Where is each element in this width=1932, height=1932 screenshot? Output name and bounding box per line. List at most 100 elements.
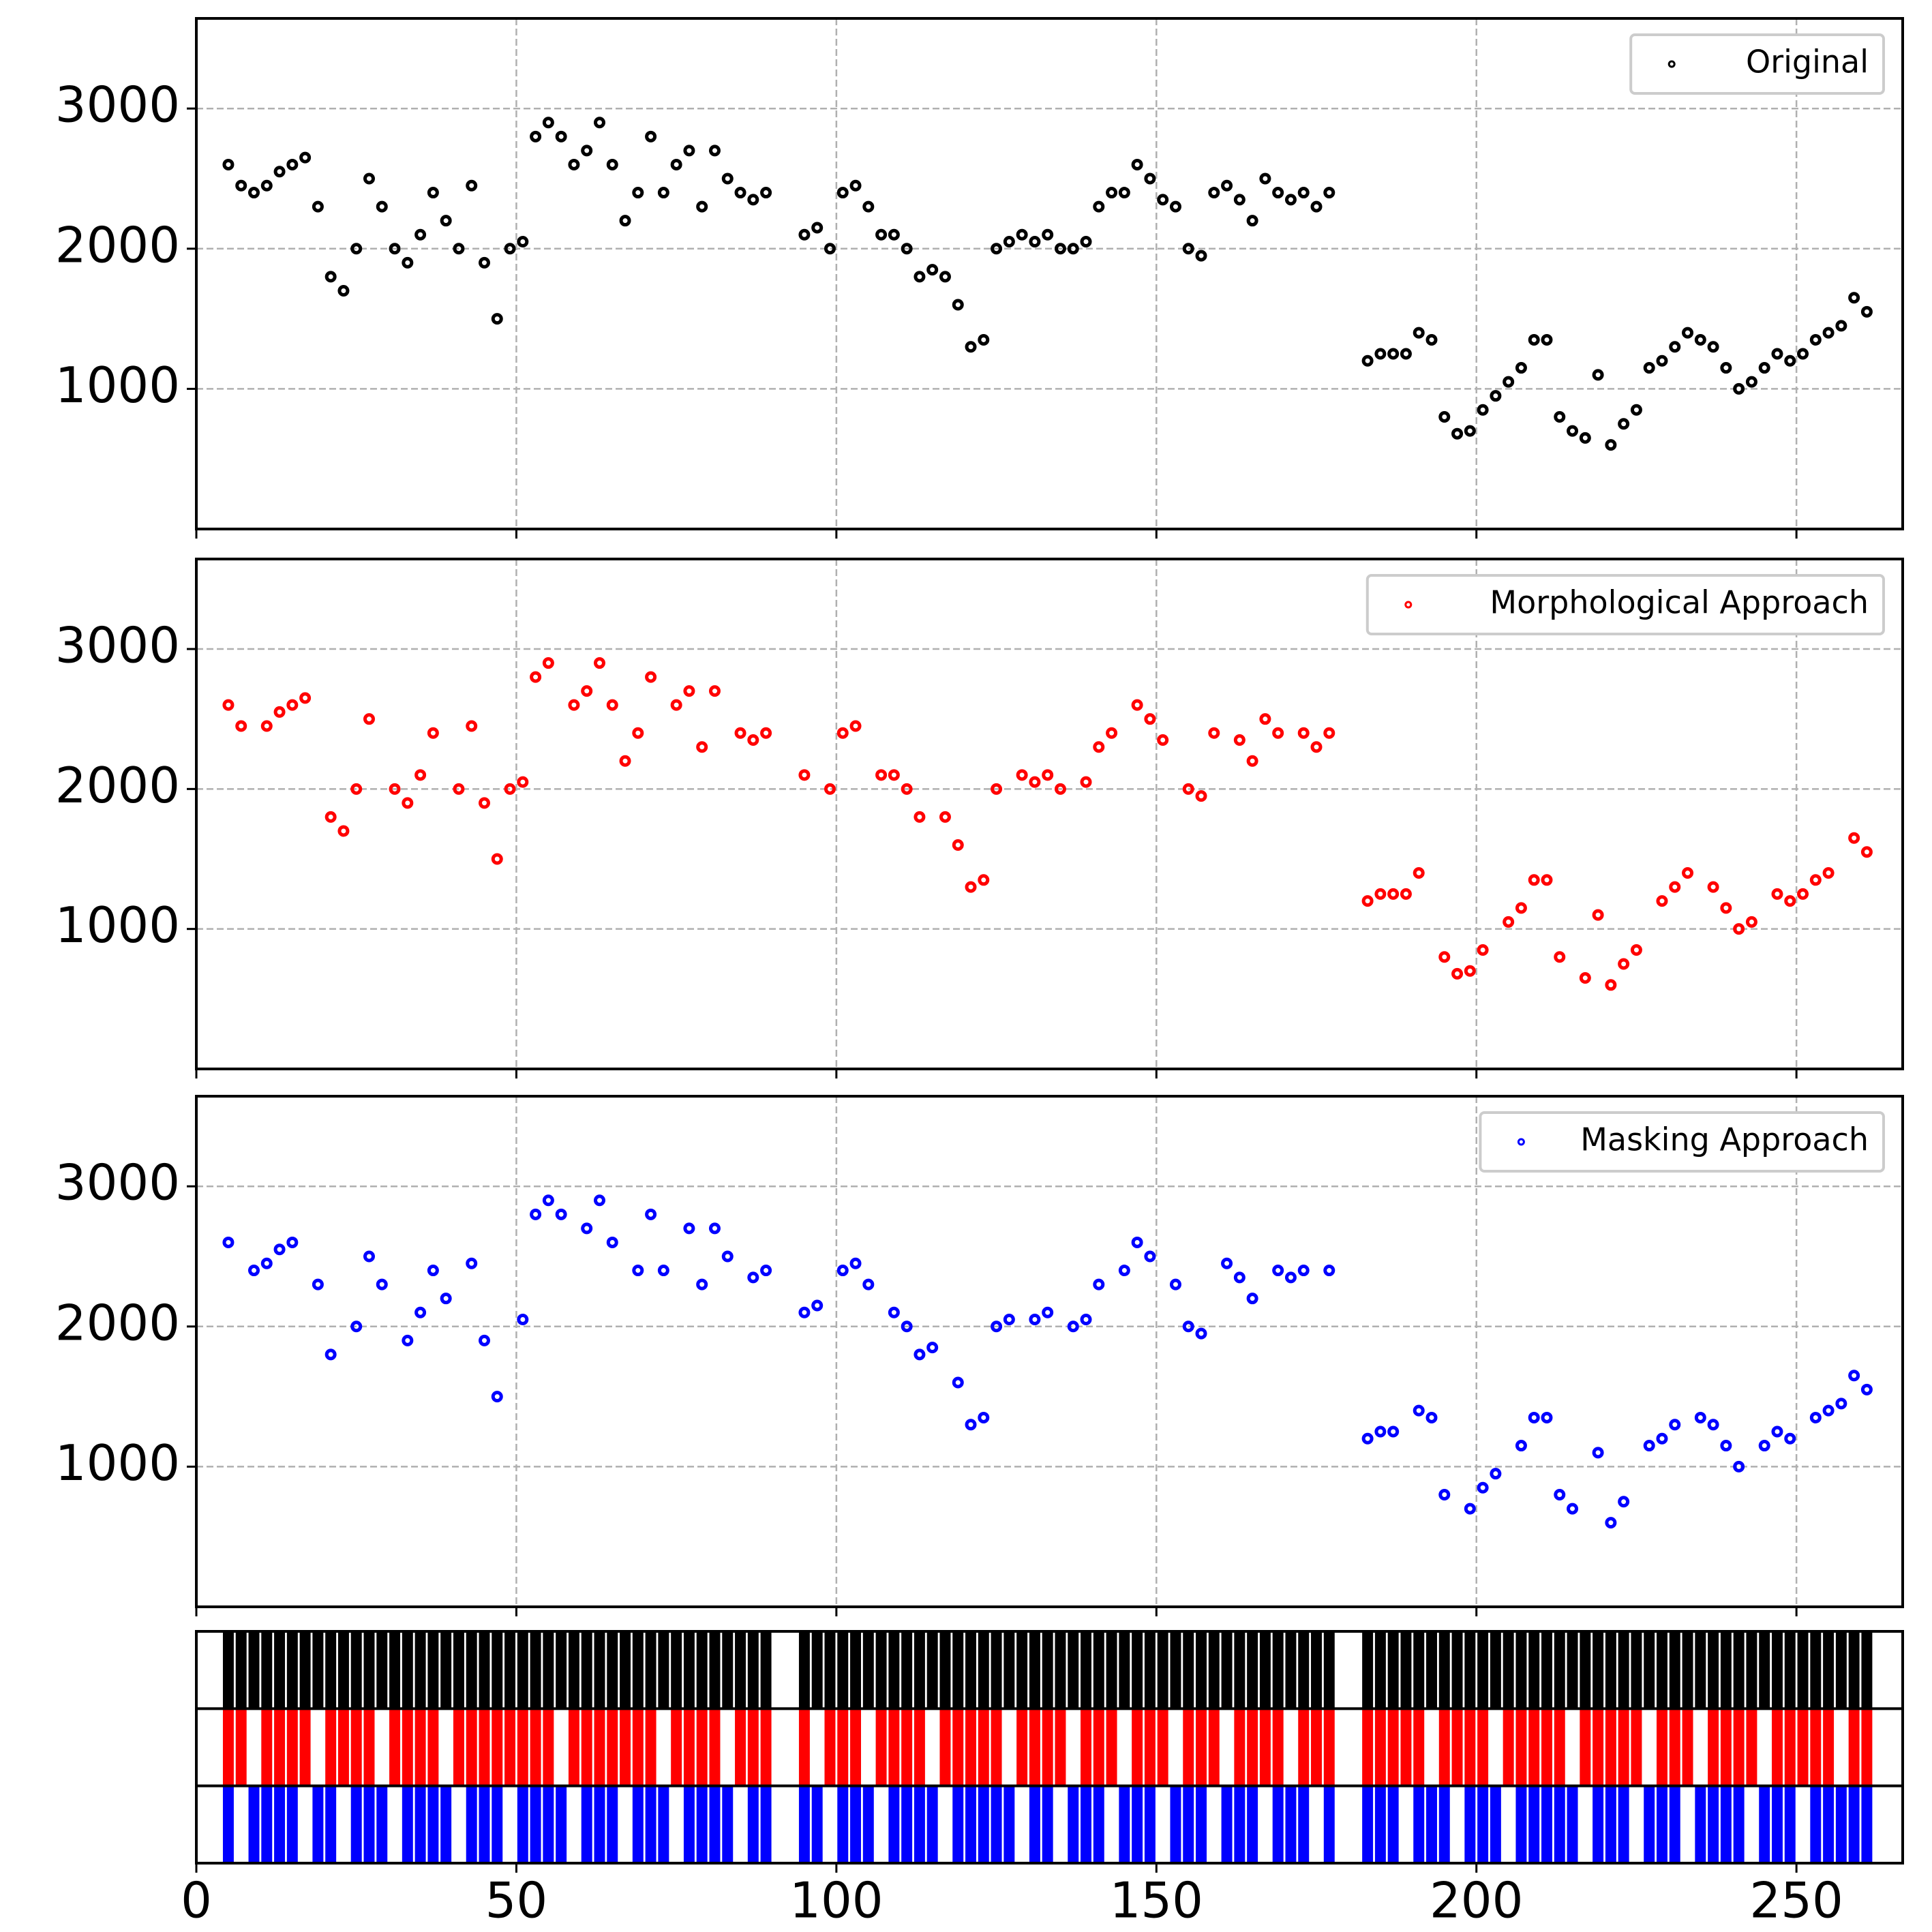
point — [1477, 1481, 1489, 1494]
point — [1016, 769, 1028, 781]
presence-bar — [261, 1708, 273, 1786]
presence-bar — [1323, 1708, 1335, 1786]
presence-bar — [1387, 1785, 1399, 1863]
point — [568, 158, 580, 170]
presence-bar — [1298, 1785, 1310, 1863]
point — [696, 741, 708, 753]
presence-bar — [543, 1708, 554, 1786]
point — [1118, 1265, 1130, 1277]
presence-bar — [1861, 1631, 1873, 1709]
point — [606, 699, 618, 711]
point — [1425, 333, 1438, 346]
point — [888, 769, 900, 781]
point — [991, 783, 1003, 795]
presence-bar — [1068, 1785, 1079, 1863]
presence-bar — [1797, 1631, 1809, 1709]
point — [708, 145, 721, 157]
point — [273, 166, 286, 178]
presence-bar — [492, 1631, 503, 1709]
presence-bar — [965, 1631, 977, 1709]
presence-bar — [1848, 1785, 1860, 1863]
presence-bar — [837, 1708, 849, 1786]
presence-bar — [1720, 1631, 1732, 1709]
presence-bar — [1784, 1785, 1796, 1863]
point — [1515, 362, 1527, 374]
point — [1131, 699, 1143, 711]
presence-bar — [376, 1785, 388, 1863]
presence-bar — [824, 1631, 836, 1709]
point — [299, 151, 312, 164]
presence-bar — [1119, 1631, 1130, 1709]
presence-bar — [1618, 1785, 1629, 1863]
presence-bar — [286, 1631, 298, 1709]
point — [1605, 439, 1617, 451]
point — [888, 228, 900, 241]
presence-bar — [1055, 1631, 1066, 1709]
presence-bar — [747, 1631, 759, 1709]
plot-frame — [195, 1095, 1904, 1608]
point — [1387, 348, 1400, 360]
point — [581, 145, 593, 157]
point — [1707, 881, 1719, 893]
presence-bar — [1426, 1631, 1437, 1709]
presence-bar — [222, 1631, 234, 1709]
presence-bar — [581, 1785, 592, 1863]
point — [1195, 790, 1207, 802]
presence-bar — [466, 1708, 477, 1786]
presence-bar — [888, 1785, 900, 1863]
legend-box — [1365, 574, 1886, 635]
point — [670, 699, 682, 711]
point — [324, 811, 337, 823]
presence-bar — [683, 1631, 695, 1709]
point — [1387, 888, 1400, 900]
presence-bar — [402, 1785, 413, 1863]
point — [1221, 179, 1233, 192]
point — [402, 797, 414, 809]
point — [1246, 755, 1258, 767]
presence-bar — [543, 1785, 554, 1863]
point — [530, 671, 542, 683]
point — [530, 130, 542, 142]
presence-bar — [1323, 1785, 1335, 1863]
presence-bar — [414, 1785, 426, 1863]
point — [1720, 902, 1732, 914]
point — [747, 194, 759, 206]
presence-bar — [1003, 1785, 1015, 1863]
presence-bar — [350, 1785, 362, 1863]
presence-bar — [1451, 1708, 1463, 1786]
point — [1016, 228, 1028, 241]
presence-bar — [1708, 1631, 1719, 1709]
point — [836, 187, 849, 199]
presence-bar — [888, 1708, 900, 1786]
point — [1528, 874, 1540, 886]
point — [1669, 1419, 1681, 1431]
point — [965, 341, 977, 353]
presence-bar — [1784, 1631, 1796, 1709]
point — [1528, 1411, 1540, 1423]
presence-bar — [414, 1631, 426, 1709]
presence-bar — [1157, 1708, 1168, 1786]
presence-bar — [1759, 1785, 1770, 1863]
point — [734, 727, 746, 739]
point — [260, 1257, 273, 1269]
presence-bar — [1081, 1708, 1091, 1786]
presence-bar — [402, 1631, 413, 1709]
point — [504, 783, 516, 795]
presence-bar — [1106, 1631, 1117, 1709]
presence-bar — [1567, 1631, 1578, 1709]
point — [1310, 741, 1323, 753]
presence-bar — [568, 1708, 579, 1786]
presence-bar — [1119, 1785, 1130, 1863]
point — [1720, 1440, 1732, 1452]
point — [1259, 713, 1271, 725]
presence-bar — [683, 1708, 695, 1786]
presence-bar — [1400, 1708, 1412, 1786]
presence-bar — [1657, 1708, 1667, 1786]
presence-bar — [492, 1708, 503, 1786]
point — [491, 313, 503, 325]
point — [542, 117, 554, 129]
point — [1093, 1278, 1105, 1290]
presence-bar — [222, 1785, 234, 1863]
point — [478, 256, 490, 269]
point — [683, 145, 695, 157]
